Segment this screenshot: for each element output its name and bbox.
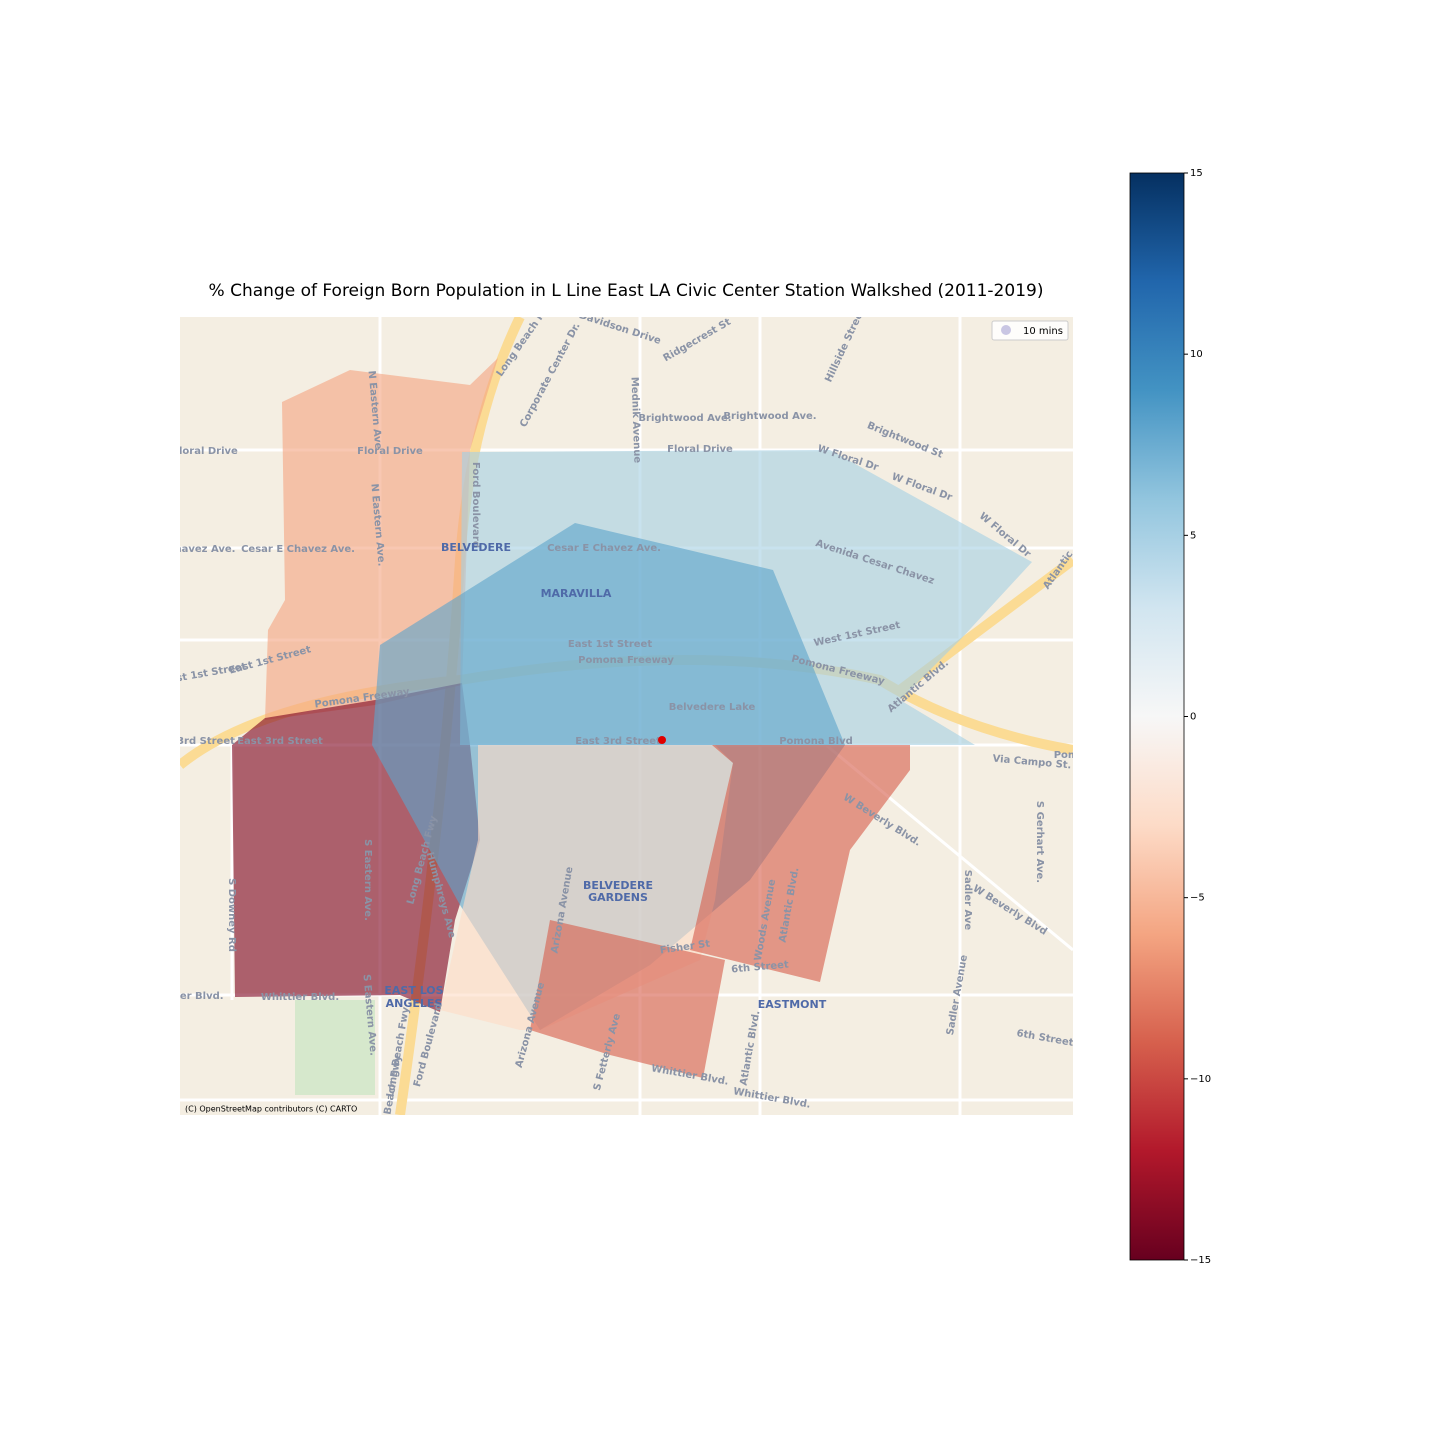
map-label: BELVEDERE <box>583 879 653 892</box>
map-label: 3rd Street <box>177 736 235 747</box>
map-label: Sadler Ave <box>962 870 973 931</box>
colorbar-tick-label: 0 <box>1190 712 1196 723</box>
colorbar-tick-label: 10 <box>1190 349 1203 360</box>
colorbar-tick-label: −10 <box>1190 1074 1211 1085</box>
map-label: Pomona Freeway <box>578 655 674 666</box>
map-label: Pom <box>1054 750 1079 761</box>
map-label: Cesar E Chavez Ave. <box>547 543 661 554</box>
map-label: Mednik Avenue <box>628 377 642 464</box>
legend-box <box>991 320 1069 341</box>
map-label: S Gerhart Ave. <box>1034 801 1045 883</box>
map-label: Floral Drive <box>172 446 238 457</box>
map-label: Brightwood Ave. <box>638 413 731 424</box>
map-label: S Downey Rd <box>226 878 237 952</box>
chart-title: % Change of Foreign Born Population in L… <box>209 281 1044 301</box>
map-label: East 3rd Street <box>237 736 323 747</box>
map-label: EASTMONT <box>758 998 827 1011</box>
legend: 10 mins <box>991 320 1069 341</box>
map-label: Belvedere Lake <box>669 702 756 713</box>
map-label: ier Blvd. <box>176 991 223 1002</box>
map-label: East 3rd Street <box>575 736 661 747</box>
map-label: MARAVILLA <box>541 587 612 600</box>
map-label: GARDENS <box>588 891 648 904</box>
park <box>295 1000 375 1095</box>
attribution: (C) OpenStreetMap contributors (C) CARTO <box>185 1105 357 1114</box>
region <box>690 745 910 982</box>
map-label: Brightwood Ave. <box>723 411 816 422</box>
map-label: Floral Drive <box>357 446 423 457</box>
map-label: Whittier Blvd. <box>261 992 339 1003</box>
legend-label: 10 mins <box>1023 326 1063 337</box>
colorbar-tick-label: 15 <box>1190 168 1203 179</box>
station <box>658 736 666 744</box>
colorbar-tick-label: −15 <box>1190 1255 1211 1266</box>
map-label: Floral Drive <box>667 444 733 455</box>
region <box>530 920 725 1078</box>
map-label: S Eastern Ave. <box>362 839 373 921</box>
map-label: ANGELES <box>386 997 443 1010</box>
regions <box>232 358 1032 1078</box>
map-label: havez Ave. <box>175 544 236 555</box>
colorbar-tick-label: −5 <box>1190 893 1205 904</box>
map-label: EAST LOS <box>384 984 443 997</box>
map-label: Cesar E Chavez Ave. <box>241 544 355 555</box>
map-label: 6th Street <box>731 959 790 975</box>
colorbar <box>1129 172 1185 1261</box>
map-label: East 1st Street <box>568 639 652 650</box>
colorbar-tick-label: 5 <box>1190 530 1196 541</box>
map-label: Ford Boulevard <box>470 462 481 548</box>
map-label: Pomona Blvd <box>779 736 853 747</box>
legend-marker <box>1001 325 1011 335</box>
map-label: BELVEDERE <box>441 541 511 554</box>
